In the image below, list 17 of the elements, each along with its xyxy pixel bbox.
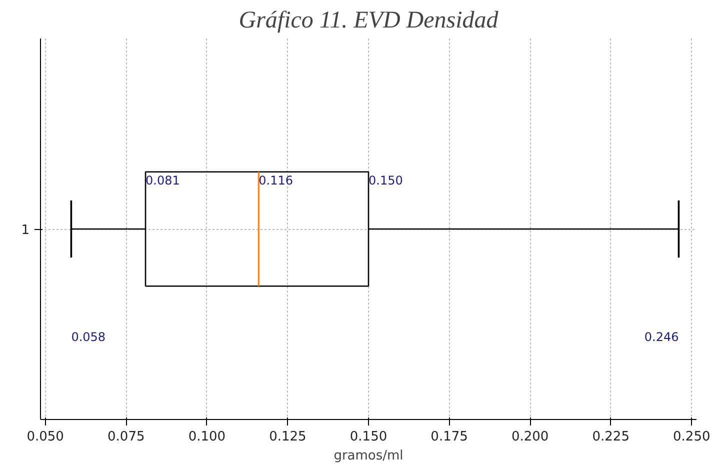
x-tick-label: 0.225 (592, 430, 630, 444)
x-tick-label: 0.125 (269, 430, 306, 444)
x-tick-label: 0.200 (511, 430, 549, 444)
annotation: 0.150 (368, 174, 403, 188)
x-tick-label: 0.150 (350, 430, 388, 444)
x-tick-label: 0.100 (188, 430, 226, 444)
x-axis-title: gramos/ml (334, 448, 404, 464)
x-tick-label: 0.175 (430, 430, 468, 444)
y-tick-label: 1 (21, 223, 30, 238)
annotation: 0.058 (71, 330, 106, 344)
x-tick-label: 0.250 (673, 430, 710, 444)
annotation: 0.116 (258, 174, 293, 188)
chart-title: Gráfico 11. EVD Densidad (238, 8, 500, 34)
annotation: 0.246 (644, 330, 679, 344)
annotation: 0.081 (146, 174, 180, 188)
x-tick-label: 0.050 (26, 430, 64, 444)
x-tick-label: 0.075 (108, 430, 145, 444)
